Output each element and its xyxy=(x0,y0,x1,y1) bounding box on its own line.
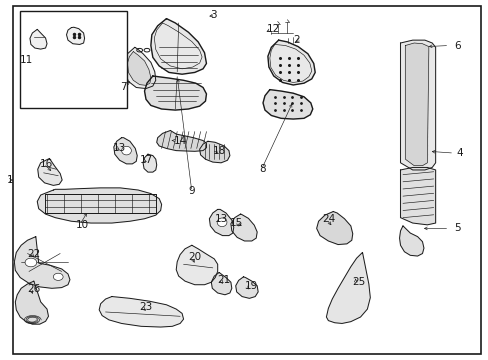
Text: 3: 3 xyxy=(210,10,217,20)
Text: 25: 25 xyxy=(351,277,364,287)
Text: 13: 13 xyxy=(215,215,228,224)
Text: 5: 5 xyxy=(453,224,460,233)
Text: 24: 24 xyxy=(322,215,335,224)
Polygon shape xyxy=(399,226,423,256)
Ellipse shape xyxy=(53,273,63,280)
Text: 8: 8 xyxy=(259,164,265,174)
Text: 10: 10 xyxy=(76,220,89,230)
Polygon shape xyxy=(151,19,206,74)
Polygon shape xyxy=(15,281,48,324)
Text: 7: 7 xyxy=(120,82,126,92)
Polygon shape xyxy=(400,167,435,225)
Text: 15: 15 xyxy=(229,218,243,228)
Text: 17: 17 xyxy=(140,155,153,165)
Polygon shape xyxy=(127,51,151,85)
Text: 13: 13 xyxy=(113,143,126,153)
Text: 11: 11 xyxy=(20,55,33,65)
Text: 12: 12 xyxy=(266,24,279,35)
Text: 9: 9 xyxy=(188,186,195,197)
Text: 19: 19 xyxy=(244,281,257,291)
Polygon shape xyxy=(14,237,70,288)
Polygon shape xyxy=(176,245,217,285)
Polygon shape xyxy=(30,30,47,49)
Polygon shape xyxy=(143,154,157,172)
Text: 2: 2 xyxy=(293,35,299,45)
Polygon shape xyxy=(405,43,428,166)
Text: 14: 14 xyxy=(173,136,187,145)
Polygon shape xyxy=(144,76,206,110)
Polygon shape xyxy=(99,297,183,327)
Polygon shape xyxy=(400,40,435,170)
Text: 21: 21 xyxy=(217,275,230,285)
Polygon shape xyxy=(316,212,352,244)
Ellipse shape xyxy=(25,258,37,267)
Polygon shape xyxy=(114,138,137,164)
Polygon shape xyxy=(209,210,233,235)
Ellipse shape xyxy=(217,218,226,226)
Text: 22: 22 xyxy=(27,248,41,258)
Text: 26: 26 xyxy=(27,284,41,294)
Text: 23: 23 xyxy=(140,302,153,312)
Bar xyxy=(20,12,127,108)
Text: 4: 4 xyxy=(456,148,462,158)
Polygon shape xyxy=(230,214,257,241)
Polygon shape xyxy=(38,158,62,185)
Polygon shape xyxy=(263,90,312,119)
Polygon shape xyxy=(235,277,258,298)
Polygon shape xyxy=(124,47,156,89)
Polygon shape xyxy=(211,273,231,295)
Text: 20: 20 xyxy=(188,252,201,262)
Text: 16: 16 xyxy=(40,159,53,169)
Ellipse shape xyxy=(122,146,131,155)
Polygon shape xyxy=(157,131,206,151)
Text: 6: 6 xyxy=(453,41,460,50)
Text: 1: 1 xyxy=(6,175,13,185)
Text: 18: 18 xyxy=(212,146,225,156)
Polygon shape xyxy=(326,252,369,323)
Polygon shape xyxy=(37,188,161,223)
Polygon shape xyxy=(66,27,84,44)
Polygon shape xyxy=(199,141,229,163)
Polygon shape xyxy=(267,40,315,85)
